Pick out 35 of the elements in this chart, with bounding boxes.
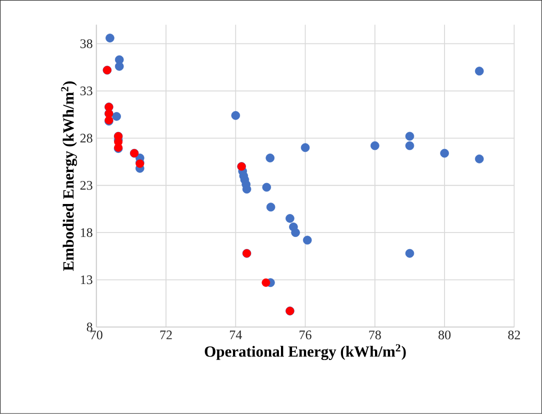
y-tick-label: 28 — [80, 134, 92, 143]
x-tick-label: 70 — [90, 330, 102, 340]
point — [266, 202, 276, 212]
point — [114, 62, 124, 71]
point — [262, 278, 270, 287]
point — [405, 141, 414, 150]
y-tick-label: 13 — [80, 275, 92, 284]
point — [405, 132, 414, 141]
x-axis-title: Operational Energy (kWh/m$^{2}$) — [204, 344, 406, 360]
x-tick-label: 80 — [438, 330, 451, 340]
point — [474, 66, 484, 76]
point — [300, 143, 310, 152]
point — [474, 154, 484, 164]
x-tick-label: 78 — [369, 330, 381, 340]
point — [302, 236, 312, 245]
y-tick-label: 33 — [80, 86, 92, 96]
point — [262, 182, 272, 192]
point — [112, 112, 121, 121]
x-tick-label: 74 — [230, 330, 242, 340]
x-tick-label: 72 — [160, 330, 172, 340]
point — [291, 228, 300, 238]
point — [231, 111, 240, 120]
y-axis-title: Embodied Energy (kWh/m$^{2}$) — [61, 81, 77, 271]
y-tick-label: 18 — [80, 228, 92, 238]
point — [286, 214, 294, 223]
point — [440, 148, 449, 158]
y-tick-label: 23 — [80, 181, 92, 190]
x-tick-label: 76 — [300, 330, 312, 340]
x-tick-label: 82 — [508, 330, 520, 340]
y-tick-label: 38 — [80, 39, 92, 48]
point — [106, 34, 114, 42]
y-tick-label: 8 — [86, 322, 92, 332]
point — [370, 141, 380, 150]
point — [405, 249, 414, 258]
point — [266, 154, 275, 162]
